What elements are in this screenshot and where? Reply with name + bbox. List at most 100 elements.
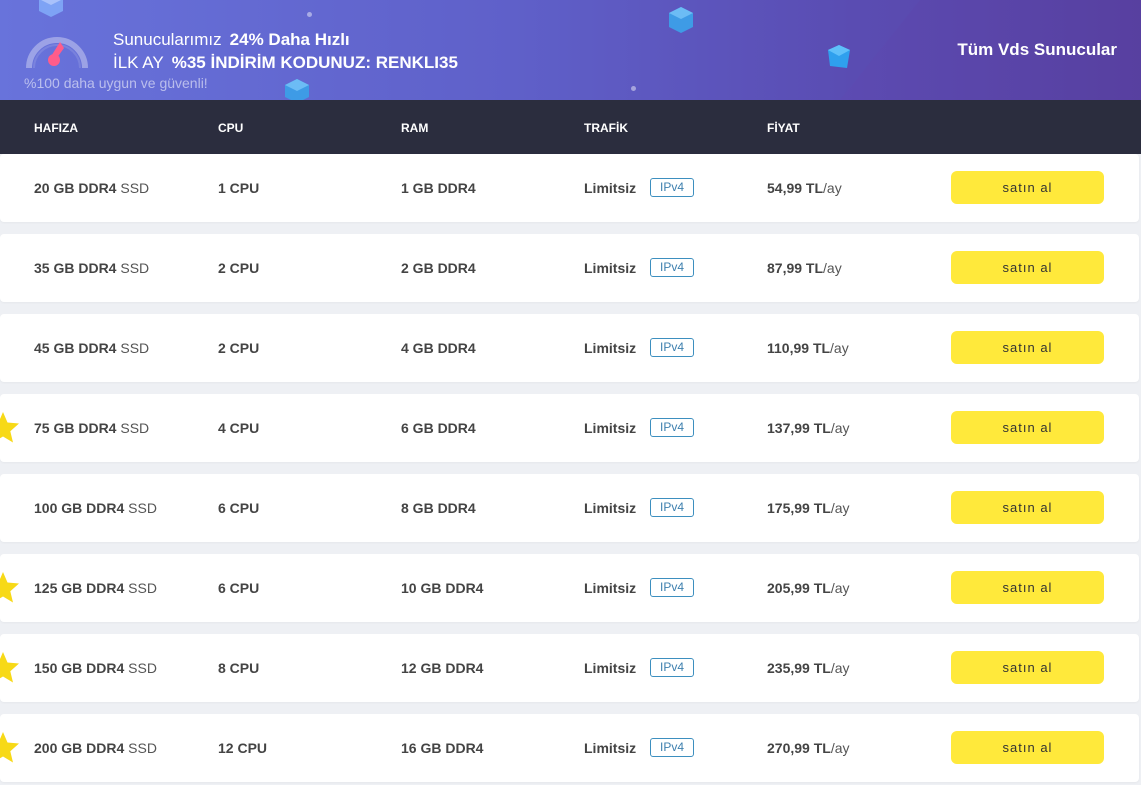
discount-headline-prefix: İLK AY bbox=[113, 53, 164, 72]
plan-row-2: 35 GB DDR4 SSD 2 CPU 2 GB DDR4 Limitsiz … bbox=[0, 234, 1139, 302]
price-value: 110,99 TL bbox=[767, 340, 831, 356]
traffic-value: Limitsiz bbox=[584, 180, 637, 196]
buy-button[interactable]: satın al bbox=[951, 411, 1104, 444]
storage-type: SSD bbox=[120, 340, 150, 356]
star-icon bbox=[0, 412, 19, 443]
cpu-cell: 4 CPU bbox=[218, 420, 259, 436]
cube-icon bbox=[828, 45, 850, 68]
buy-button[interactable]: satın al bbox=[951, 171, 1104, 204]
storage-type: SSD bbox=[128, 500, 157, 516]
price-value: 235,99 TL bbox=[767, 660, 831, 676]
buy-button[interactable]: satın al bbox=[951, 491, 1104, 524]
ram-cell: 10 GB DDR4 bbox=[401, 580, 483, 596]
storage-type: SSD bbox=[128, 580, 157, 596]
price-cell: 205,99 TL/ay bbox=[767, 580, 850, 596]
speed-headline: Sunucularımız 24% Daha Hızlı bbox=[113, 30, 350, 50]
traffic-value: Limitsiz bbox=[584, 420, 637, 436]
cpu-cell: 12 CPU bbox=[218, 740, 267, 756]
cpu-cell: 6 CPU bbox=[218, 580, 259, 596]
cpu-value: 4 CPU bbox=[218, 420, 260, 436]
storage-type: SSD bbox=[128, 660, 157, 676]
storage-type: SSD bbox=[120, 260, 150, 276]
cpu-value: 6 CPU bbox=[218, 580, 260, 596]
price-period: /ay bbox=[830, 660, 850, 676]
price-cell: 235,99 TL/ay bbox=[767, 660, 850, 676]
cpu-value: 2 CPU bbox=[218, 260, 260, 276]
ipv4-badge: IPv4 bbox=[650, 658, 694, 677]
ram-value: 16 GB DDR4 bbox=[401, 740, 484, 756]
traffic-cell: Limitsiz bbox=[584, 340, 636, 356]
storage-value: 75 GB DDR4 bbox=[34, 420, 117, 436]
storage-value: 100 GB DDR4 bbox=[34, 500, 125, 516]
buy-button[interactable]: satın al bbox=[951, 251, 1104, 284]
traffic-cell: Limitsiz bbox=[584, 660, 636, 676]
ipv4-badge: IPv4 bbox=[650, 418, 694, 437]
ram-cell: 4 GB DDR4 bbox=[401, 340, 476, 356]
ram-value: 8 GB DDR4 bbox=[401, 500, 476, 516]
speed-headline-highlight: 24% Daha Hızlı bbox=[229, 30, 350, 49]
ipv4-badge: IPv4 bbox=[650, 258, 694, 277]
price-period: /ay bbox=[830, 340, 849, 356]
storage-type: SSD bbox=[120, 420, 150, 436]
price-period: /ay bbox=[823, 180, 842, 196]
buy-button[interactable]: satın al bbox=[951, 331, 1104, 364]
storage-value: 35 GB DDR4 bbox=[34, 260, 117, 276]
ipv4-badge: IPv4 bbox=[650, 578, 694, 597]
buy-button[interactable]: satın al bbox=[951, 651, 1104, 684]
storage-type: SSD bbox=[120, 180, 150, 196]
cube-icon bbox=[39, 0, 63, 17]
storage-cell: 20 GB DDR4 SSD bbox=[34, 180, 149, 196]
plan-row-5: 100 GB DDR4 SSD 6 CPU 8 GB DDR4 Limitsiz… bbox=[0, 474, 1139, 542]
ram-value: 4 GB DDR4 bbox=[401, 340, 476, 356]
star-icon bbox=[0, 652, 19, 683]
decor-dot bbox=[307, 12, 312, 17]
traffic-cell: Limitsiz bbox=[584, 580, 636, 596]
buy-button[interactable]: satın al bbox=[951, 571, 1104, 604]
discount-code-text: %35 İNDİRİM KODUNUZ: RENKLI35 bbox=[171, 53, 458, 72]
header-storage: HAFIZA bbox=[34, 121, 78, 135]
price-cell: 270,99 TL/ay bbox=[767, 740, 850, 756]
storage-value: 20 GB DDR4 bbox=[34, 180, 117, 196]
price-cell: 54,99 TL/ay bbox=[767, 180, 842, 196]
buy-button[interactable]: satın al bbox=[951, 731, 1104, 764]
cube-icon bbox=[285, 79, 309, 100]
price-value: 270,99 TL bbox=[767, 740, 831, 756]
discount-headline: İLK AY %35 İNDİRİM KODUNUZ: RENKLI35 bbox=[113, 53, 458, 73]
traffic-value: Limitsiz bbox=[584, 260, 637, 276]
banner-subtitle: %100 daha uygun ve güvenli! bbox=[24, 75, 208, 91]
traffic-cell: Limitsiz bbox=[584, 260, 636, 276]
speed-headline-prefix: Sunucularımız bbox=[113, 30, 222, 49]
storage-cell: 200 GB DDR4 SSD bbox=[34, 740, 157, 756]
traffic-cell: Limitsiz bbox=[584, 180, 636, 196]
plan-row-3: 45 GB DDR4 SSD 2 CPU 4 GB DDR4 Limitsiz … bbox=[0, 314, 1139, 382]
all-vds-servers-link[interactable]: Tüm Vds Sunucular bbox=[957, 40, 1117, 59]
cpu-cell: 6 CPU bbox=[218, 500, 259, 516]
cpu-cell: 2 CPU bbox=[218, 260, 259, 276]
plan-row-6: 125 GB DDR4 SSD 6 CPU 10 GB DDR4 Limitsi… bbox=[0, 554, 1139, 622]
ram-value: 10 GB DDR4 bbox=[401, 580, 484, 596]
price-cell: 175,99 TL/ay bbox=[767, 500, 850, 516]
cpu-value: 1 CPU bbox=[218, 180, 260, 196]
ram-cell: 8 GB DDR4 bbox=[401, 500, 476, 516]
traffic-value: Limitsiz bbox=[584, 580, 637, 596]
header-ram: RAM bbox=[401, 121, 429, 135]
ram-value: 6 GB DDR4 bbox=[401, 420, 476, 436]
ipv4-badge: IPv4 bbox=[650, 338, 694, 357]
price-period: /ay bbox=[823, 260, 842, 276]
storage-cell: 75 GB DDR4 SSD bbox=[34, 420, 149, 436]
table-header: HAFIZA CPU RAM TRAFİK FİYAT bbox=[0, 100, 1141, 154]
speedometer-icon bbox=[26, 37, 88, 69]
ram-cell: 2 GB DDR4 bbox=[401, 260, 476, 276]
ram-cell: 12 GB DDR4 bbox=[401, 660, 483, 676]
traffic-value: Limitsiz bbox=[584, 500, 637, 516]
price-period: /ay bbox=[830, 740, 850, 756]
cpu-value: 8 CPU bbox=[218, 660, 260, 676]
storage-cell: 150 GB DDR4 SSD bbox=[34, 660, 157, 676]
storage-type: SSD bbox=[128, 740, 157, 756]
ipv4-badge: IPv4 bbox=[650, 738, 694, 757]
ram-cell: 6 GB DDR4 bbox=[401, 420, 476, 436]
price-cell: 137,99 TL/ay bbox=[767, 420, 850, 436]
cpu-cell: 8 CPU bbox=[218, 660, 259, 676]
cpu-cell: 1 CPU bbox=[218, 180, 259, 196]
price-value: 54,99 TL bbox=[767, 180, 824, 196]
